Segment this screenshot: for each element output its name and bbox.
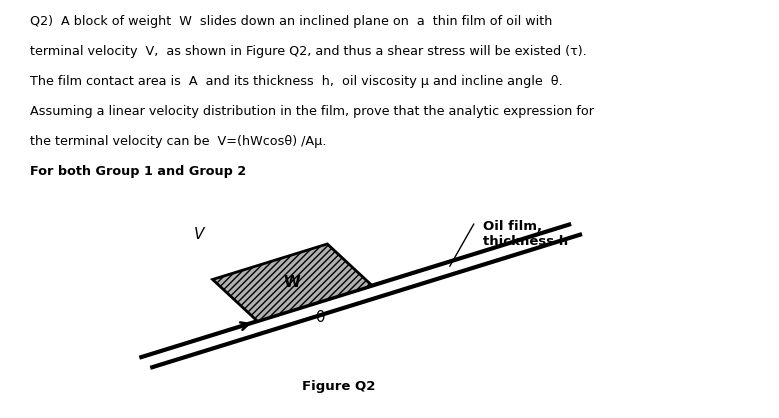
- Text: θ: θ: [315, 310, 324, 325]
- Text: For both Group 1 and Group 2: For both Group 1 and Group 2: [30, 165, 246, 178]
- Text: terminal velocity  V,  as shown in Figure Q2, and thus a shear stress will be ex: terminal velocity V, as shown in Figure …: [30, 45, 587, 58]
- Text: The film contact area is  A  and its thickness  h,  oil viscosity μ and incline : The film contact area is A and its thick…: [30, 75, 562, 88]
- Text: Q2)  A block of weight  W  slides down an inclined plane on  a  thin film of oil: Q2) A block of weight W slides down an i…: [30, 15, 552, 28]
- Text: W: W: [284, 275, 301, 290]
- Text: Assuming a linear velocity distribution in the film, prove that the analytic exp: Assuming a linear velocity distribution …: [30, 105, 594, 118]
- Text: Oil film,
thickness h: Oil film, thickness h: [483, 220, 568, 248]
- Text: Figure Q2: Figure Q2: [302, 380, 375, 393]
- Text: the terminal velocity can be  V=(hWcosθ) /Aμ.: the terminal velocity can be V=(hWcosθ) …: [30, 135, 326, 148]
- Text: V: V: [193, 227, 204, 242]
- Polygon shape: [213, 244, 372, 321]
